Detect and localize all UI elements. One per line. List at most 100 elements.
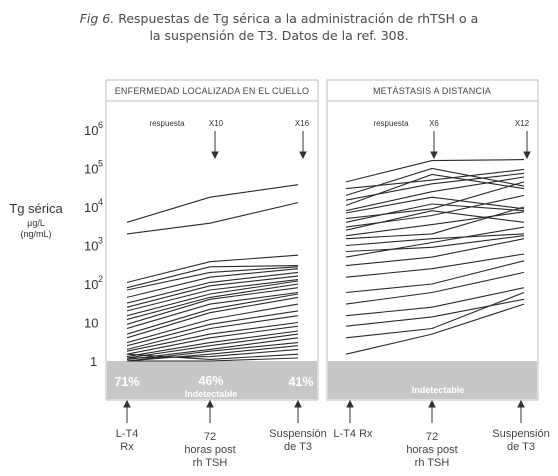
series-line-panel-2-8 — [345, 181, 525, 220]
panel-left-annotation-respuesta: respuesta — [149, 119, 185, 128]
panel-right-frame — [326, 79, 539, 401]
series-line-panel-1-2 — [126, 202, 299, 235]
y-tick-label: 10 — [84, 162, 98, 177]
series-line-panel-1-14 — [126, 293, 299, 335]
series-line-panel-2-24 — [345, 303, 525, 355]
x-label-right-2-line2: horas post — [406, 444, 457, 456]
x-label-right-1: L-T4 Rx — [333, 428, 373, 440]
series-line-panel-1-22 — [126, 333, 299, 359]
y-tick-label: 10 — [84, 239, 98, 254]
series-line-panel-1-28 — [127, 357, 299, 362]
bottom-arrowhead-right-3 — [517, 399, 525, 408]
series-line-panel-1-25 — [126, 345, 299, 362]
y-tick-label: 10 — [84, 316, 98, 331]
series-line-panel-2-23 — [345, 291, 525, 339]
figure-label: Fig 6. — [79, 11, 115, 26]
bottom-arrows — [123, 399, 525, 423]
series-line-panel-1-1 — [126, 184, 299, 223]
panel-right-annotation-x6: X6 — [429, 119, 439, 128]
x-label-right-3-line2: de T3 — [507, 441, 535, 453]
panel-right-title: METÁSTASIS A DISTANCIA — [373, 86, 491, 96]
series-line-panel-1-6 — [126, 268, 299, 298]
x-label-left-3-line2: de T3 — [284, 441, 312, 453]
series-line-panel-2-19 — [345, 260, 525, 294]
series-line-panel-2-22 — [345, 298, 525, 327]
series-line-panel-2-16 — [345, 226, 525, 258]
series-line-panel-1-16 — [126, 303, 299, 344]
bottom-arrowhead-right-1 — [346, 399, 354, 408]
y-tick-exponent: 2 — [98, 274, 103, 284]
series-line-panel-1-5 — [126, 266, 299, 291]
series-line-panel-1-11 — [126, 283, 299, 321]
series-line-panel-2-21 — [345, 287, 525, 317]
y-tick-exponent: 6 — [98, 120, 103, 130]
series-line-panel-1-18 — [126, 315, 299, 350]
y-tick-label: 10 — [84, 277, 98, 292]
series-line-panel-2-3 — [345, 167, 525, 196]
panel-left-title: ENFERMEDAD LOCALIZADA EN EL CUELLO — [115, 86, 310, 96]
panel-right-undetectable-label: Indetectable — [412, 385, 465, 395]
bottom-arrowhead-left-1 — [123, 399, 131, 408]
series-line-panel-1-15 — [126, 296, 299, 339]
y-tick-exponent: 5 — [98, 159, 103, 169]
series-line-panel-1-20 — [126, 325, 299, 355]
bottom-arrowhead-left-2 — [206, 399, 214, 408]
pct-t3: 41% — [288, 375, 313, 389]
panel-right-annotation-respuesta: respuesta — [373, 119, 409, 128]
series-line-panel-2-20 — [345, 271, 525, 305]
series-line-panel-2-6 — [345, 176, 525, 212]
arrowhead-right-mid — [430, 151, 438, 160]
x-label-left-1-line2: Rx — [120, 441, 134, 453]
y-tick-label: 10 — [84, 123, 98, 138]
series-line-panel-2-1 — [345, 159, 525, 183]
caption-line-1: Respuestas de Tg sérica a la administrac… — [118, 11, 479, 26]
y-axis-unit-1: µg/L — [27, 218, 45, 228]
x-label-left-2-line3: rh TSH — [193, 457, 228, 469]
bottom-arrowhead-left-3 — [294, 399, 302, 408]
figure-caption: Fig 6. Respuestas de Tg sérica a la admi… — [0, 10, 558, 44]
series-line-panel-2-13 — [345, 206, 525, 240]
caption-line-2: la suspensión de T3. Datos de la ref. 30… — [149, 28, 409, 43]
y-tick-exponent: 3 — [98, 236, 103, 246]
x-label-left-1-line1: L-T4 — [116, 428, 139, 440]
x-label-left-2-line1: 72 — [204, 431, 216, 443]
series-line-panel-1-4 — [126, 265, 299, 289]
panel-left-undetectable-band — [107, 361, 317, 399]
y-tick-label: 10 — [84, 200, 98, 215]
panel-left-annotation-x10: X10 — [209, 119, 224, 128]
panel-left-annotation-x16: X16 — [295, 119, 310, 128]
x-label-right-2-line1: 72 — [426, 431, 438, 443]
panel-left-frame — [105, 79, 319, 401]
arrowhead-right-right — [523, 151, 531, 160]
series-line-panel-2-9 — [345, 203, 525, 223]
panel-right-undetectable-band — [328, 361, 537, 399]
x-label-left-2-line2: horas post — [184, 444, 235, 456]
series-line-panel-1-19 — [126, 321, 299, 352]
series-line-panel-2-15 — [345, 235, 525, 253]
series-line-panel-1-17 — [126, 310, 299, 347]
series-line-panel-2-17 — [345, 238, 525, 267]
annotation-arrows — [211, 131, 531, 160]
arrowhead-left-mid — [211, 151, 219, 160]
panel-left-undetectable-label: Indetectable — [185, 389, 238, 399]
series-line-panel-2-7 — [345, 196, 525, 214]
x-label-right-3-line1: Suspensión — [492, 428, 550, 440]
x-label-right-2-line3: rh TSH — [415, 457, 450, 469]
series-line-panel-1-3 — [126, 254, 299, 283]
series-line-panel-2-11 — [345, 210, 525, 231]
x-label-right-1-line1: L-T4 — [333, 428, 356, 440]
series-line-panel-1-21 — [126, 330, 299, 358]
series-line-panel-2-18 — [345, 253, 525, 278]
x-label-left-3-line1: Suspensión — [269, 428, 327, 440]
series-line-panel-2-5 — [345, 173, 525, 206]
x-label-right-1-line2: Rx — [359, 428, 373, 440]
series-line-panel-1-27 — [126, 353, 299, 360]
y-axis-label: Tg sérica — [9, 201, 63, 216]
arrowhead-left-right — [299, 151, 307, 160]
panel-right-annotation-x12: X12 — [515, 119, 530, 128]
series-line-panel-2-2 — [345, 168, 525, 190]
bottom-arrowhead-right-2 — [428, 399, 436, 408]
pct-rhtsh: 46% — [198, 374, 223, 388]
